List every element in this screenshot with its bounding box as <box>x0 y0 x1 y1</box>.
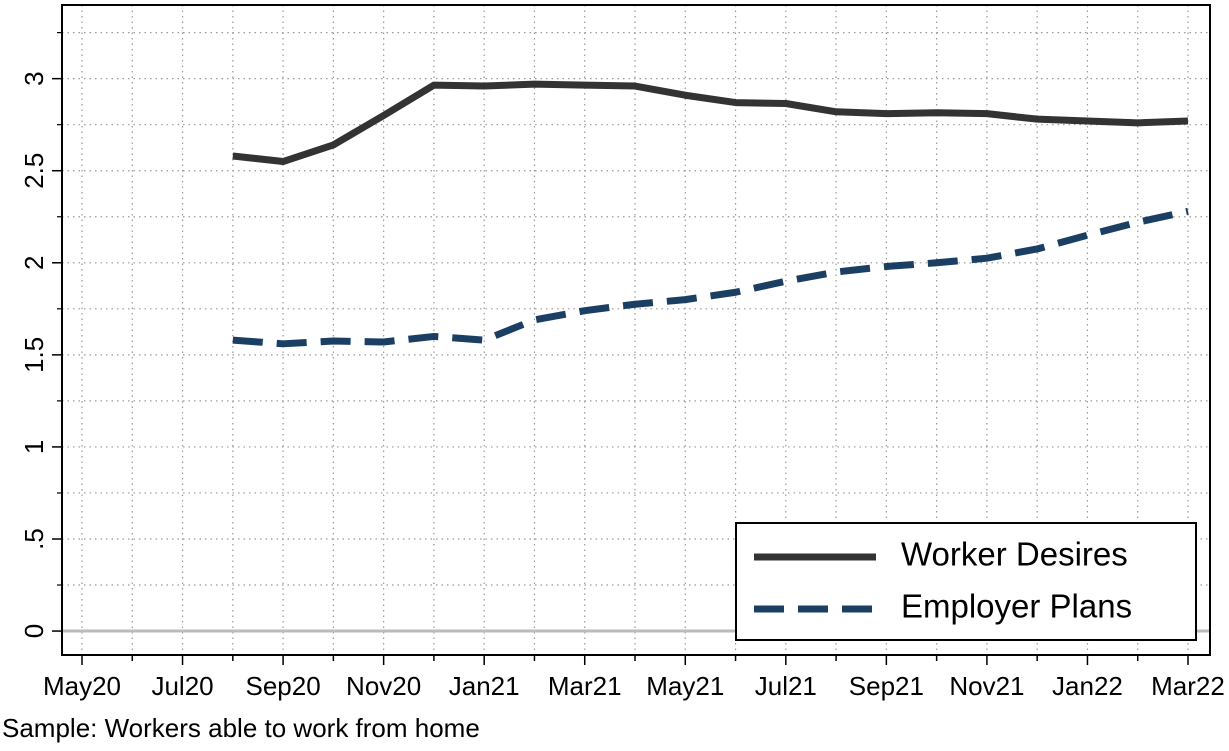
y-tick-label: .5 <box>19 528 49 550</box>
legend-label: Worker Desires <box>901 536 1128 573</box>
legend-box <box>735 522 1197 641</box>
x-tick-label: Sep20 <box>245 671 320 701</box>
x-tick-label: May20 <box>43 671 121 701</box>
x-tick-label: Jan22 <box>1052 671 1123 701</box>
y-tick-label: 2.5 <box>19 153 49 189</box>
line-series <box>232 207 1189 348</box>
x-tick-label: Mar22 <box>1151 671 1225 701</box>
legend-label: Employer Plans <box>901 588 1132 625</box>
y-tick-label: 1.5 <box>19 337 49 373</box>
y-tick-label: 0 <box>19 624 49 638</box>
x-tick-label: Sep21 <box>849 671 924 701</box>
y-tick-label: 1 <box>19 440 49 454</box>
x-tick-label: Jul21 <box>755 671 817 701</box>
y-tick-label: 3 <box>19 71 49 85</box>
x-tick-label: Jul20 <box>151 671 213 701</box>
x-tick-label: Nov21 <box>949 671 1024 701</box>
x-tick-label: May21 <box>646 671 724 701</box>
x-tick-label: Nov20 <box>346 671 421 701</box>
plot-frame <box>61 4 1211 656</box>
x-tick-label: Mar21 <box>548 671 622 701</box>
line-series <box>232 80 1189 166</box>
y-tick-label: 2 <box>19 256 49 270</box>
note: Sample: Workers able to work from home <box>2 713 480 743</box>
x-tick-label: Jan21 <box>449 671 520 701</box>
